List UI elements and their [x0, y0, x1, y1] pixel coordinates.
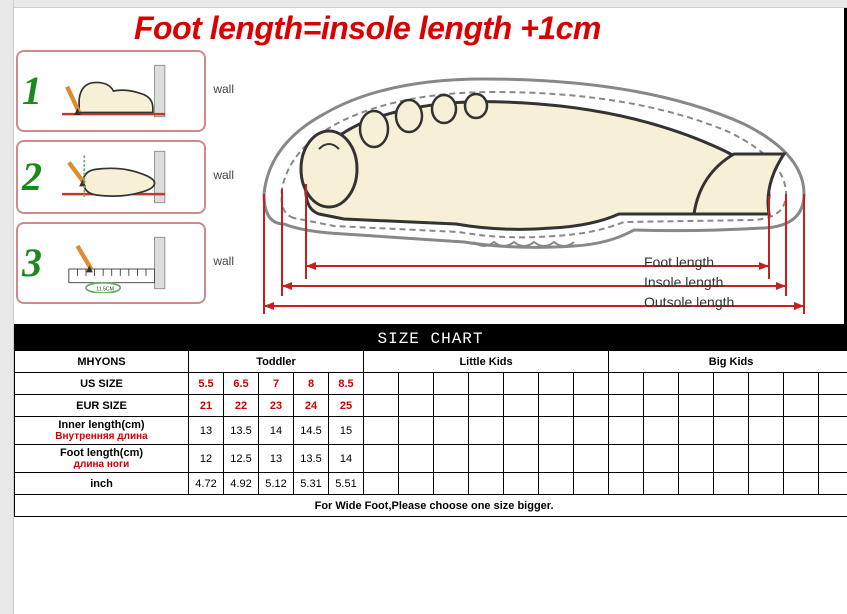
inner-length-text: Inner length(cm): [58, 419, 144, 431]
table-cell: 22: [224, 395, 259, 417]
us-size-label: US SIZE: [15, 373, 189, 395]
step-3-number: 3: [22, 243, 42, 283]
us-size-row: US SIZE 5.5 6.5 7 8 8.5: [15, 373, 847, 395]
table-cell: 6.5: [224, 373, 259, 395]
eur-size-row: EUR SIZE 21 22 23 24 25: [15, 395, 847, 417]
table-cell: 5.5: [189, 373, 224, 395]
inch-row: inch 4.72 4.92 5.12 5.31 5.51: [15, 473, 847, 495]
foot-diagram-svg: [224, 54, 834, 322]
step-1-diagram: [48, 61, 196, 121]
column-header-strip: [0, 0, 847, 8]
table-cell: 14.5: [294, 417, 329, 445]
group-header-row: MHYONS Toddler Little Kids Big Kids: [15, 351, 847, 373]
foot-length-label: Foot length: [644, 254, 714, 270]
foot-length-sub: длина ноги: [16, 459, 187, 470]
table-cell: 5.51: [329, 473, 364, 495]
size-chart: SIZE CHART MHYONS Toddler Little Kids Bi…: [14, 326, 847, 517]
spreadsheet-window: Foot length=insole length +1cm 1 wall 2: [0, 0, 847, 614]
step-1-number: 1: [22, 71, 42, 111]
row-header-strip: [0, 0, 14, 614]
step-3-box: 3 11.5CM wa: [16, 222, 206, 304]
table-cell: 8: [294, 373, 329, 395]
table-cell: 4.72: [189, 473, 224, 495]
table-cell: 13.5: [294, 445, 329, 473]
table-cell: 14: [329, 445, 364, 473]
foot-length-row: Foot length(cm) длина ноги 12 12.5 13 13…: [15, 445, 847, 473]
inner-length-row: Inner length(cm) Внутренняя длина 13 13.…: [15, 417, 847, 445]
table-cell: 7: [259, 373, 294, 395]
footer-row: For Wide Foot,Please choose one size big…: [15, 495, 847, 517]
sheet-content: Foot length=insole length +1cm 1 wall 2: [14, 8, 847, 614]
group-little-kids: Little Kids: [364, 351, 609, 373]
outsole-length-label: Outsole length: [644, 294, 734, 310]
table-cell: 13: [189, 417, 224, 445]
step-1-box: 1 wall: [16, 50, 206, 132]
table-cell: 21: [189, 395, 224, 417]
eur-size-label: EUR SIZE: [15, 395, 189, 417]
foot-length-text: Foot length(cm): [60, 447, 143, 459]
footer-note: For Wide Foot,Please choose one size big…: [15, 495, 847, 517]
table-cell: 5.31: [294, 473, 329, 495]
table-cell: 13.5: [224, 417, 259, 445]
foot-diagram: Foot length Insole length Outsole length: [224, 54, 834, 322]
group-big-kids: Big Kids: [609, 351, 847, 373]
step-3-diagram: 11.5CM: [48, 233, 196, 293]
table-cell: 25: [329, 395, 364, 417]
measurement-infographic: Foot length=insole length +1cm 1 wall 2: [14, 8, 847, 326]
table-cell: 24: [294, 395, 329, 417]
table-cell: 13: [259, 445, 294, 473]
table-cell: 12.5: [224, 445, 259, 473]
insole-length-label: Insole length: [644, 274, 723, 290]
step-2-diagram: [48, 147, 196, 207]
group-toddler: Toddler: [189, 351, 364, 373]
size-chart-title: SIZE CHART: [14, 326, 847, 350]
brand-cell: MHYONS: [15, 351, 189, 373]
table-cell: 8.5: [329, 373, 364, 395]
table-cell: 14: [259, 417, 294, 445]
size-table: MHYONS Toddler Little Kids Big Kids US S…: [14, 350, 847, 517]
step-2-box: 2 wall: [16, 140, 206, 214]
foot-length-label-cell: Foot length(cm) длина ноги: [15, 445, 189, 473]
inch-label: inch: [15, 473, 189, 495]
step-3-measure: 11.5CM: [96, 286, 114, 292]
inner-length-sub: Внутренняя длина: [16, 431, 187, 442]
headline-text: Foot length=insole length +1cm: [134, 10, 601, 47]
table-cell: 23: [259, 395, 294, 417]
table-cell: 15: [329, 417, 364, 445]
table-cell: 5.12: [259, 473, 294, 495]
inner-length-label: Inner length(cm) Внутренняя длина: [15, 417, 189, 445]
table-cell: 12: [189, 445, 224, 473]
table-cell: 4.92: [224, 473, 259, 495]
step-2-number: 2: [22, 157, 42, 197]
